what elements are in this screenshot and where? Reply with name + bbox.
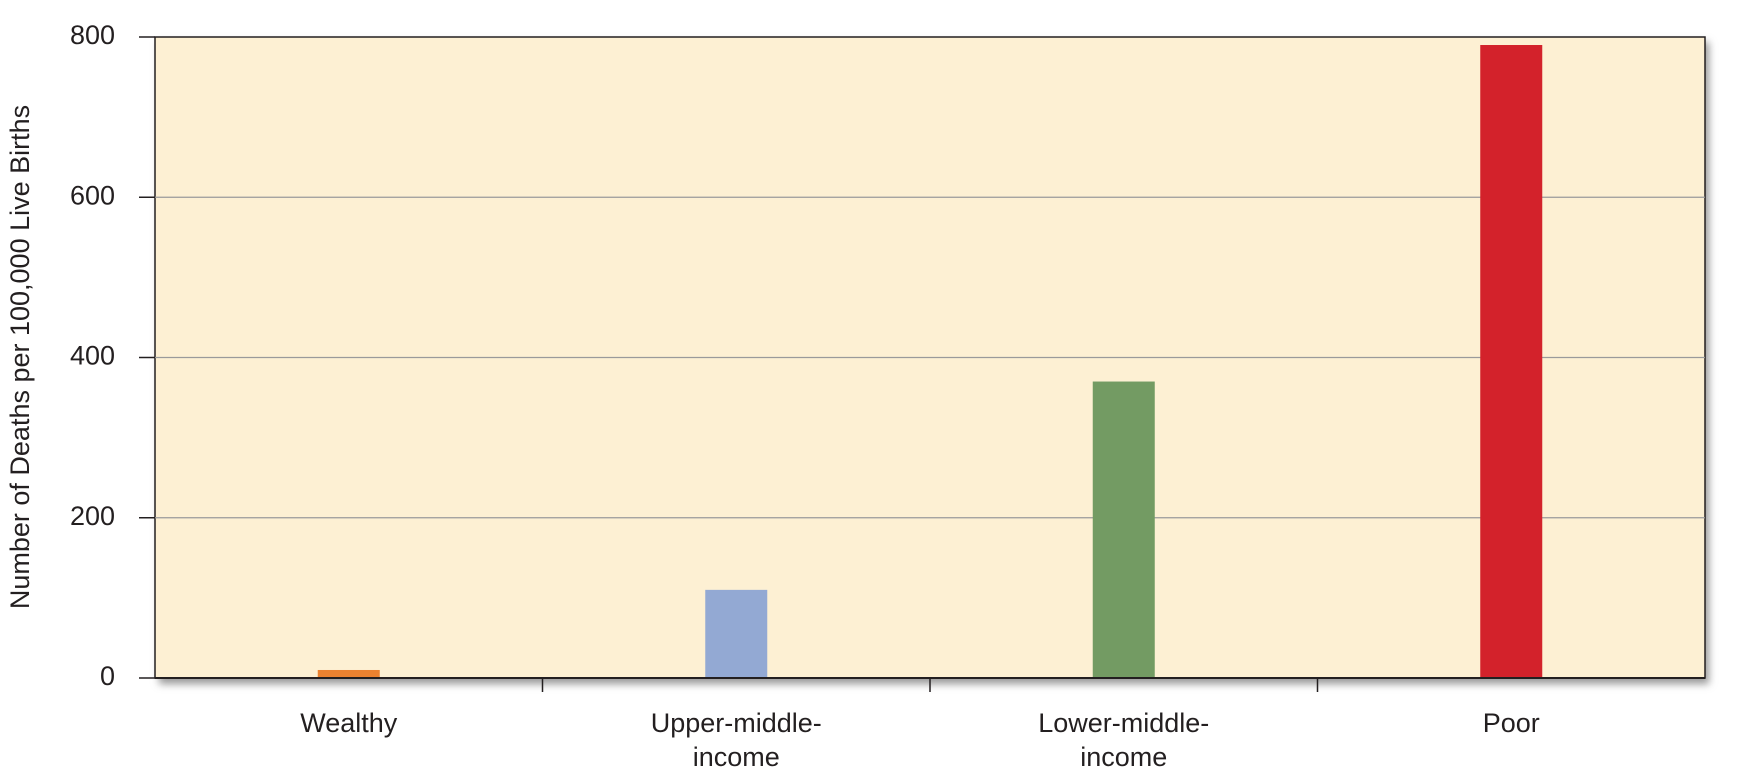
y-tick-label: 0 [100,661,115,691]
y-tick-label: 200 [70,501,115,531]
bar [317,669,380,678]
x-tick-label: Poor [1482,708,1540,738]
y-tick-label: 800 [70,20,115,50]
bar [1092,381,1155,678]
bar [705,589,768,678]
y-axis-title: Number of Deaths per 100,000 Live Births [5,105,35,609]
y-tick-label: 600 [70,180,115,210]
x-tick-label: Wealthy [300,708,398,738]
x-tick-label: Lower-middle-income [1038,708,1210,772]
bar [1480,45,1543,678]
x-tick-label: Upper-middle-income [650,708,822,772]
y-tick-label: 400 [70,341,115,371]
